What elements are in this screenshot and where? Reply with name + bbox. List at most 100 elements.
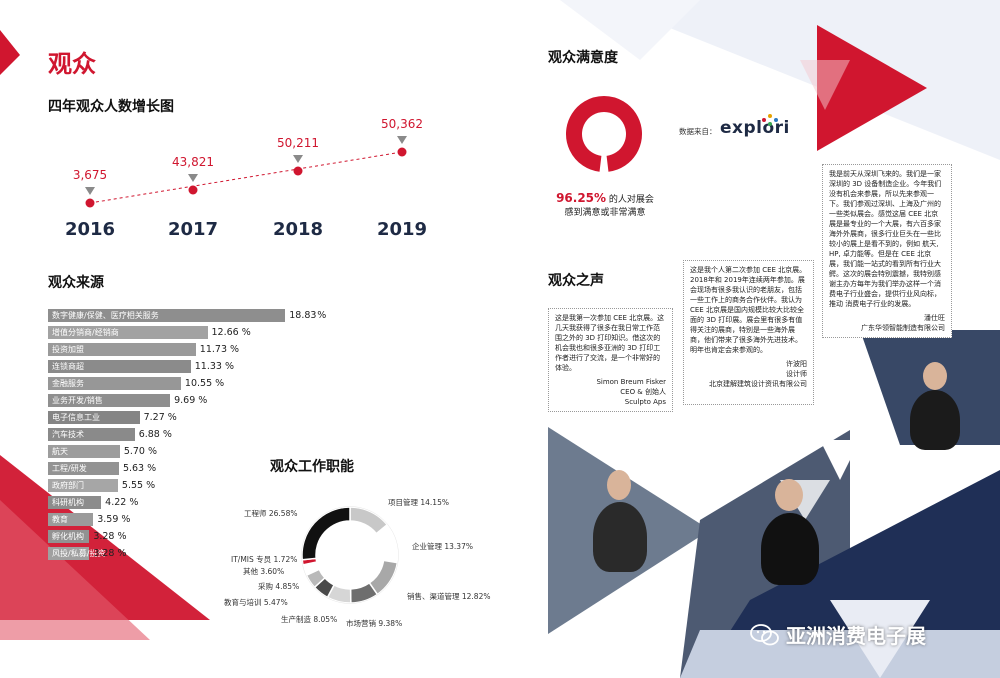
source-bar-value: 12.66 %: [211, 327, 251, 338]
source-bar: 汽车技术: [48, 428, 135, 441]
role-slice: [301, 506, 351, 561]
growth-pointer-2019: [397, 136, 407, 144]
source-bar-label: 金融服务: [52, 379, 84, 388]
quote-2-title: 设计师: [786, 370, 807, 378]
source-bar-label: 业务开发/销售: [52, 396, 103, 405]
explori-sparkle-icon: [762, 114, 778, 126]
source-bar: 业务开发/销售: [48, 394, 171, 407]
growth-value-2018: 50,211: [277, 136, 319, 150]
page-title: 观众: [48, 50, 96, 78]
visitor-photo-1: [585, 470, 655, 572]
growth-point-2018: [293, 166, 303, 176]
growth-year-2018: 2018: [272, 219, 324, 240]
growth-value-2019: 50,362: [381, 117, 423, 131]
quote-1-title: CEO & 创始人: [620, 388, 666, 396]
source-bar-value: 4.22 %: [105, 497, 139, 508]
source-bar-value: 11.33 %: [194, 361, 234, 372]
growth-pointer-2017: [188, 174, 198, 182]
role-label: 教育与培训 5.47%: [224, 598, 288, 607]
wechat-watermark: 亚洲消费电子展: [750, 620, 926, 649]
source-bar-value: 3.28 %: [93, 548, 127, 559]
source-bar: 孵化机构: [48, 530, 90, 543]
satisfaction-arc: [566, 96, 642, 172]
source-bar-label: 汽车技术: [52, 430, 84, 439]
source-bar-label: 电子信息工业: [52, 413, 100, 422]
role-label: 采购 4.85%: [258, 582, 300, 591]
quote-2-name: 许波阳: [786, 360, 807, 368]
source-bar-label: 数字健康/保健、医疗相关服务: [52, 311, 159, 320]
source-bar: 投资加盟: [48, 343, 196, 356]
visitor-photo-2: [755, 475, 825, 585]
growth-year-2017: 2017: [167, 219, 219, 240]
source-bar-label: 政府部门: [52, 481, 84, 490]
source-bar-value: 5.70 %: [123, 446, 158, 457]
source-bar-label: 投资加盟: [52, 345, 84, 354]
quote-card-3: 我是前天从深圳飞来的。我们是一家深圳的 3D 设备制造企业。今年我们没有机会来参…: [822, 164, 952, 338]
source-bar: 教育: [48, 513, 94, 526]
source-bar-value: 10.55 %: [184, 378, 225, 389]
growth-value-2016: 3,675: [72, 168, 108, 182]
quote-2-company: 北京建解建筑设计资讯有限公司: [709, 380, 807, 388]
source-bar: 风投/私募/投资: [48, 547, 105, 560]
source-bar: 连锁商超: [48, 360, 191, 373]
role-label: 生产制造 8.05%: [281, 615, 338, 624]
source-bar-label: 航天: [52, 447, 68, 456]
source-bar-value: 18.83: [289, 310, 317, 321]
source-bar-value: 6.88 %: [138, 429, 172, 440]
role-slice: [375, 523, 399, 564]
source-bar-label: 风投/私募/投资: [52, 549, 106, 558]
growth-point-2019: [397, 147, 407, 157]
source-bar-value: 5.63 %: [122, 463, 157, 474]
growth-year-2019: 2019: [376, 219, 428, 240]
roles-title: 观众工作职能: [270, 459, 354, 475]
role-label: 市场营销 9.38%: [346, 619, 403, 628]
visitor-photo-3: [905, 360, 965, 450]
role-donut-outline: [301, 506, 399, 604]
quote-1-company: Sculpto Aps: [624, 398, 666, 406]
source-bar: 数字健康/保健、医疗相关服务: [48, 309, 286, 322]
quote-1-name: Simon Breum Fisker: [596, 378, 666, 386]
quote-card-2: 这是我个人第二次参加 CEE 北京展。2018年和 2019年连续两年参加。展会…: [683, 260, 814, 405]
growth-year-2016: 2016: [64, 219, 116, 240]
watermark-text: 亚洲消费电子展: [786, 624, 926, 648]
growth-title: 四年观众人数增长图: [48, 99, 174, 115]
source-bar-label: 连锁商超: [52, 362, 84, 371]
role-label: 销售、渠道管理 12.82%: [407, 592, 491, 601]
source-bar-value: 7.27 %: [143, 412, 177, 423]
explori-logo: explori: [720, 118, 790, 138]
role-label: 项目管理 14.15%: [388, 498, 449, 507]
source-bar: 增值分销商/经销商: [48, 326, 208, 339]
source-bar-value: 3.59 %: [97, 514, 131, 525]
quote-3-name: 潘仕旺: [924, 314, 945, 322]
satisfaction-text: 96.25% 的人对展会 感到满意或非常满意: [535, 192, 675, 220]
source-bar-value: 3.28 %: [93, 531, 127, 542]
satisfaction-ring: [566, 96, 642, 172]
source-bar-label: 教育: [52, 515, 68, 524]
source-bar: 政府部门: [48, 479, 118, 492]
source-bar: 科研机构: [48, 496, 102, 509]
role-label: 企业管理 13.37%: [412, 542, 473, 551]
quote-3-text: 我是前天从深圳飞来的。我们是一家深圳的 3D 设备制造企业。今年我们没有机会来参…: [829, 170, 942, 308]
quote-card-1: 这是我第一次参加 CEE 北京展。这几天我获得了很多在我日常工作范围之外的 3D…: [548, 308, 673, 412]
role-label: IT/MIS 专员 1.72%: [231, 555, 298, 564]
voices-title: 观众之声: [548, 273, 604, 289]
satisfaction-title: 观众满意度: [548, 50, 618, 66]
source-bar: 航天: [48, 445, 120, 458]
quote-3-company: 广东华领智能制造有限公司: [861, 324, 945, 332]
source-bar-suffix: %: [317, 310, 327, 321]
source-bar: 工程/研发: [48, 462, 119, 475]
source-bar-value: 5.55 %: [121, 480, 156, 491]
source-bar-label: 工程/研发: [52, 464, 87, 473]
satisfaction-line2: 感到满意或非常满意: [564, 208, 646, 218]
sources-title: 观众来源: [48, 275, 104, 291]
source-bar: 电子信息工业: [48, 411, 140, 424]
source-bar: 金融服务: [48, 377, 181, 390]
source-bar-label: 科研机构: [52, 498, 84, 507]
source-bar-label: 孵化机构: [52, 532, 84, 541]
growth-value-2017: 43,821: [172, 155, 214, 169]
growth-chart: [85, 136, 407, 208]
role-label: 工程师 26.58%: [244, 509, 298, 518]
satisfaction-line1: 的人对展会: [608, 195, 654, 205]
data-source-label: 数据来自：: [679, 127, 717, 136]
